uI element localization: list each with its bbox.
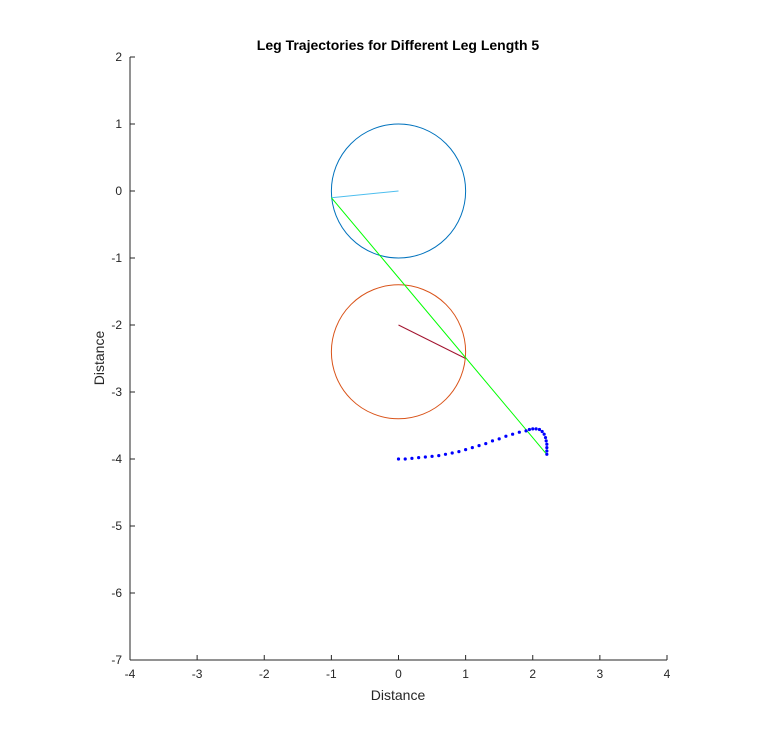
x-tick-label: 1 bbox=[462, 667, 469, 681]
y-tick-label: -3 bbox=[111, 385, 122, 399]
y-tick-label: -7 bbox=[111, 653, 122, 667]
trajectory-point bbox=[504, 434, 508, 438]
trajectory-point bbox=[443, 452, 448, 456]
trajectory-point bbox=[540, 429, 544, 434]
lower-circle bbox=[330, 284, 467, 420]
y-tick-label: -1 bbox=[111, 251, 122, 265]
x-axis-label: Distance bbox=[371, 687, 426, 703]
trajectory-point bbox=[545, 442, 549, 446]
trajectory-point bbox=[534, 427, 538, 431]
trajectory-point bbox=[527, 427, 531, 432]
x-tick-label: 2 bbox=[529, 667, 536, 681]
y-tick-label: -4 bbox=[111, 452, 122, 466]
trajectory-point bbox=[545, 449, 549, 453]
trajectory-point bbox=[410, 456, 414, 460]
trajectory-point bbox=[403, 457, 407, 461]
x-tick-label: -1 bbox=[326, 667, 337, 681]
trajectory-point bbox=[417, 456, 421, 460]
axes: -4 -3 -2 -1 0 1 2 3 4 -7 -6 -5 -4 -3 -2 -1 0 1 2 bbox=[111, 50, 670, 681]
trajectory-point bbox=[490, 439, 495, 443]
trajectory-point bbox=[423, 455, 427, 459]
x-tick-label: -3 bbox=[192, 667, 203, 681]
x-tick-label: -4 bbox=[125, 667, 136, 681]
trajectory-point bbox=[470, 446, 474, 450]
trajectory-point bbox=[430, 454, 434, 458]
y-tick-label: 0 bbox=[115, 184, 122, 198]
trajectory-point bbox=[543, 435, 548, 440]
y-tick-label: 2 bbox=[115, 50, 122, 64]
trajectory-point bbox=[450, 451, 454, 455]
trajectory-point bbox=[545, 446, 549, 450]
x-tick-label: 4 bbox=[664, 667, 671, 681]
upper-circle bbox=[330, 123, 467, 259]
trajectory-point bbox=[464, 448, 468, 452]
plot-area bbox=[330, 123, 549, 461]
y-tick-label: -6 bbox=[111, 586, 122, 600]
chart-title: Leg Trajectories for Different Leg Lengt… bbox=[257, 37, 540, 53]
x-tick-label: -2 bbox=[259, 667, 270, 681]
trajectory-point bbox=[542, 432, 546, 436]
trajectory-point bbox=[531, 427, 535, 431]
x-tick-label: 0 bbox=[395, 667, 402, 681]
leg-line bbox=[330, 197, 547, 454]
y-tick-label: 1 bbox=[115, 117, 122, 131]
crank-line bbox=[331, 190, 399, 199]
trajectory-point bbox=[524, 429, 528, 433]
trajectory-point bbox=[545, 452, 549, 456]
trajectory-point bbox=[477, 444, 481, 448]
rocker-line bbox=[398, 324, 466, 359]
trajectory-point bbox=[396, 457, 401, 461]
trajectory-point bbox=[497, 437, 501, 441]
trajectory-point bbox=[517, 430, 521, 434]
y-tick-label: -5 bbox=[111, 519, 122, 533]
trajectory-point bbox=[511, 432, 515, 436]
trajectory-point bbox=[537, 427, 542, 432]
trajectory-point bbox=[437, 454, 441, 458]
trajectory-point bbox=[457, 450, 461, 454]
x-tick-label: 3 bbox=[597, 667, 604, 681]
trajectory-point bbox=[484, 441, 488, 446]
y-axis-label: Distance bbox=[91, 331, 107, 386]
trajectory-point bbox=[544, 439, 548, 443]
y-tick-label: -2 bbox=[111, 318, 122, 332]
